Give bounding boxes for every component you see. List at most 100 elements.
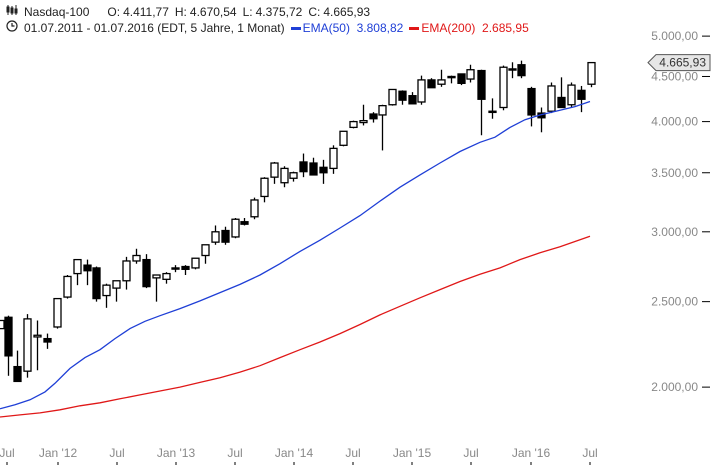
- y-tick-label: 4.000,00: [651, 115, 698, 129]
- candle: [83, 259, 92, 286]
- close-label: C:: [308, 5, 321, 19]
- x-tick-label: Jul: [109, 446, 124, 460]
- candle: [309, 157, 318, 176]
- x-tick-label: Jan '14: [275, 446, 314, 460]
- candle: [319, 159, 328, 184]
- candle: [221, 226, 230, 245]
- candle: [339, 130, 348, 147]
- candle: [437, 69, 446, 87]
- candle: [53, 297, 62, 329]
- candle: [587, 61, 596, 88]
- candle: [447, 75, 456, 84]
- x-axis: Jul Jan '12 Jul Jan '13 Jul Jan '14 Jul Jan '15…: [0, 446, 598, 465]
- ema50-value: 3.808,82: [356, 21, 404, 35]
- candle: [427, 78, 436, 89]
- candle: [13, 350, 22, 383]
- candle: [457, 73, 466, 86]
- ema200-legend[interactable]: EMA(200) 2.685,95: [409, 20, 529, 36]
- y-tick-label: 3.000,00: [651, 225, 698, 239]
- ema200-line: [0, 235, 591, 418]
- candle: [527, 86, 536, 127]
- candle: [398, 90, 407, 105]
- x-tick-label: Jul: [463, 446, 478, 460]
- candle: [349, 120, 358, 129]
- candle: [567, 82, 576, 108]
- symbol-name: Nasdaq-100: [24, 5, 90, 19]
- legend-row-range: 01.07.2011 - 01.07.2016 (EDT, 5 Jahre, 1…: [6, 20, 529, 36]
- candle: [0, 319, 5, 330]
- candle: [102, 283, 111, 308]
- ema50-swatch-icon: [290, 27, 301, 31]
- candle: [132, 248, 141, 264]
- y-tick-label: 4.500,00: [651, 69, 698, 83]
- ema-series: [0, 100, 591, 418]
- clock-icon: [6, 20, 18, 36]
- candle: [162, 272, 171, 284]
- candle: [112, 280, 121, 302]
- x-tick-label: Jan '16: [512, 446, 551, 460]
- candlestick-icon: [6, 4, 18, 20]
- ema200-value: 2.685,95: [482, 21, 529, 35]
- x-tick-label: Jul: [227, 446, 242, 460]
- ema50-label: EMA(50): [302, 21, 350, 35]
- candle: [369, 112, 378, 123]
- candle: [92, 266, 101, 302]
- candle: [250, 197, 259, 220]
- candle: [152, 274, 161, 302]
- candle: [378, 104, 387, 151]
- candle: [359, 104, 368, 126]
- x-tick-label: Jul: [582, 446, 597, 460]
- candle: [537, 107, 546, 133]
- candle: [191, 257, 200, 270]
- y-tick-label: 5.000,00: [651, 29, 698, 43]
- candle: [488, 98, 497, 119]
- x-tick-label: Jan '13: [157, 446, 196, 460]
- open-label: O:: [107, 5, 121, 19]
- candle: [466, 64, 475, 83]
- candle: [408, 92, 417, 105]
- candle: [73, 258, 82, 286]
- candle: [517, 60, 526, 79]
- candle: [547, 82, 556, 114]
- candle: [557, 77, 566, 109]
- candle: [23, 314, 32, 378]
- candle: [201, 244, 210, 264]
- candle: [329, 145, 338, 174]
- y-tick-label: 2.000,00: [651, 380, 698, 394]
- high-value: 4.670,54: [189, 5, 237, 19]
- candle: [260, 177, 269, 203]
- candle: [43, 333, 52, 349]
- close-value: 4.665,93: [323, 5, 371, 19]
- ema200-swatch-icon: [409, 27, 420, 31]
- chart-legend: Nasdaq-100 O: 4.411,77 H: 4.670,54 L: 4.375…: [6, 4, 529, 36]
- candle: [299, 153, 308, 178]
- candle: [417, 75, 426, 105]
- candle: [477, 69, 486, 136]
- candle: [231, 218, 240, 239]
- candle: [240, 218, 249, 226]
- candle: [289, 171, 298, 182]
- candlestick-series: [0, 60, 596, 383]
- candle: [508, 62, 517, 79]
- candle: [280, 166, 289, 188]
- candle: [122, 256, 131, 290]
- high-label: H:: [174, 5, 187, 19]
- date-range: 01.07.2011 - 01.07.2016 (EDT, 5 Jahre, 1…: [24, 21, 285, 35]
- x-tick-label: Jan '12: [39, 446, 78, 460]
- x-tick-label: Jan '15: [393, 446, 432, 460]
- y-tick-label: 3.500,00: [651, 166, 698, 180]
- ema50-legend[interactable]: EMA(50) 3.808,82: [290, 20, 404, 36]
- ema200-label: EMA(200): [421, 21, 476, 35]
- last-price-value: 4.665,93: [659, 56, 706, 70]
- candle: [63, 275, 72, 299]
- candle: [171, 265, 180, 273]
- candle: [499, 65, 508, 111]
- candle: [211, 225, 220, 245]
- low-label: L:: [242, 5, 253, 19]
- candle: [577, 85, 586, 113]
- candle: [142, 254, 151, 289]
- candle: [4, 315, 13, 376]
- x-tick-label: Jul: [345, 446, 360, 460]
- candle: [33, 320, 42, 371]
